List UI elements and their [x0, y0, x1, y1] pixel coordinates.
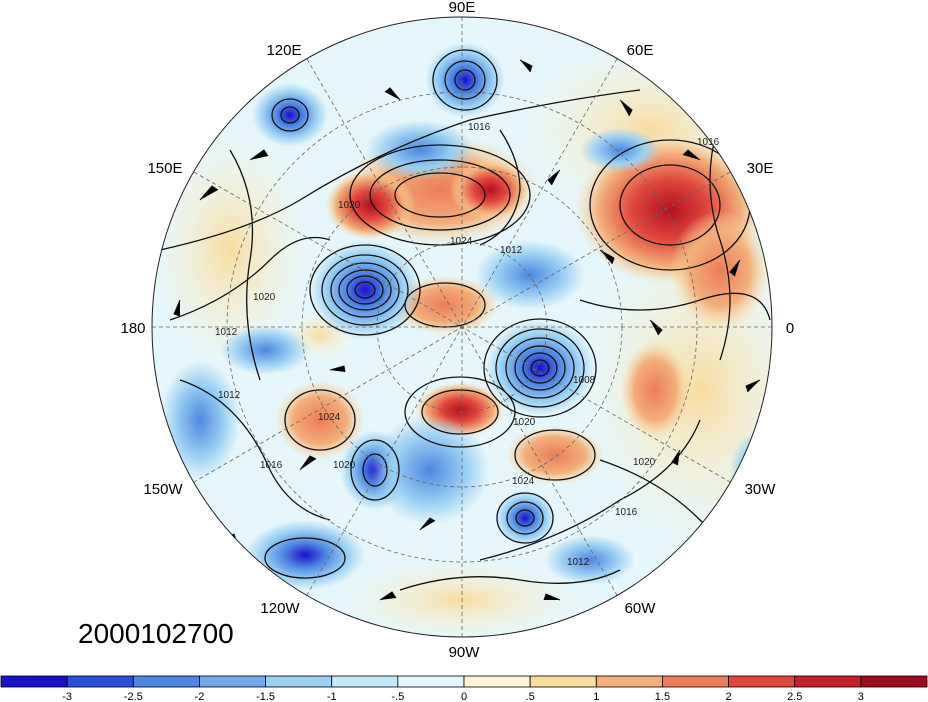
contour-label: 1016	[615, 507, 638, 518]
colorbar-box	[728, 675, 796, 688]
contour-label: 1016	[468, 122, 491, 133]
colorbar-box	[331, 675, 399, 688]
contour-label: 1024	[318, 412, 341, 423]
colorbar-box	[463, 675, 531, 688]
contour-label: 1016	[697, 137, 720, 148]
contour-label: 1020	[633, 457, 656, 468]
contour-label: 1024	[450, 236, 473, 247]
colorbar-tick-label: 2.5	[787, 691, 802, 702]
contour-label: 1012	[215, 327, 238, 338]
lon-label-120e: 120E	[266, 42, 301, 59]
lon-label-0: 0	[786, 320, 794, 337]
lon-label-90w: 90W	[449, 644, 481, 661]
colorbar-tick-label: .5	[526, 691, 535, 702]
colorbar-tick-label: -2.5	[124, 691, 143, 702]
colorbar-tick-label: 1	[593, 691, 599, 702]
colorbar-box	[397, 675, 465, 688]
contour-label: 1024	[512, 476, 535, 487]
colorbar-tick-label: -3	[62, 691, 72, 702]
colorbar-box	[595, 675, 663, 688]
colorbar-box	[265, 675, 333, 688]
colorbar-box	[0, 675, 68, 688]
lon-label-60e: 60E	[627, 42, 654, 59]
lon-label-150w: 150W	[143, 481, 183, 498]
lon-label-150e: 150E	[147, 160, 182, 177]
contour-label: 1020	[333, 460, 356, 471]
colorbar-box	[794, 675, 862, 688]
colorbar-tick-label: -2	[195, 691, 205, 702]
wind-barbs	[173, 59, 761, 601]
lon-label-180: 180	[120, 320, 145, 337]
date-label: 2000102700	[78, 618, 234, 649]
map-boundary	[151, 16, 773, 638]
colorbar-tick-label: 3	[858, 691, 864, 702]
contour-label: 1020	[338, 200, 361, 211]
graticule	[152, 17, 772, 637]
colorbar-box	[199, 675, 266, 688]
contour-label: 1012	[500, 245, 523, 256]
colorbar: -3 -2.5 -2 -1.5 -1 -.5 0 .5 1 1.5 2 2.5 3	[0, 675, 928, 702]
lon-label-120w: 120W	[260, 600, 300, 617]
lon-label-90e: 90E	[449, 0, 476, 16]
colorbar-box	[529, 675, 597, 688]
colorbar-box	[132, 675, 200, 688]
colorbar-tick-label: -.5	[391, 691, 404, 702]
colorbar-box	[662, 675, 729, 688]
colorbar-box	[66, 675, 134, 688]
contour-label: 1016	[260, 460, 283, 471]
contour-label: 1012	[218, 390, 241, 401]
lon-label-30e: 30E	[747, 160, 774, 177]
contour-label: 1008	[573, 375, 596, 386]
anomaly-field	[152, 17, 772, 637]
colorbar-tick-label: 2	[726, 691, 732, 702]
lon-label-30w: 30W	[745, 481, 777, 498]
contour-label: 1020	[253, 292, 276, 303]
colorbar-tick-label: -1	[327, 691, 337, 702]
contour-label: 1012	[567, 557, 590, 568]
colorbar-tick-label: 1.5	[655, 691, 670, 702]
colorbar-labels: -3 -2.5 -2 -1.5 -1 -.5 0 .5 1 1.5 2 2.5 3	[62, 691, 864, 702]
colorbar-tick-label: -1.5	[256, 691, 275, 702]
colorbar-tick-label: 0	[461, 691, 467, 702]
contour-label: 1020	[513, 417, 536, 428]
contour-labels: 1016 1020 1024 1012 1020 1012 1008 1012 …	[215, 122, 720, 568]
colorbar-box	[860, 675, 928, 688]
pressure-contours	[159, 49, 771, 591]
colorbar-boxes	[0, 675, 928, 688]
lon-label-60w: 60W	[625, 600, 657, 617]
